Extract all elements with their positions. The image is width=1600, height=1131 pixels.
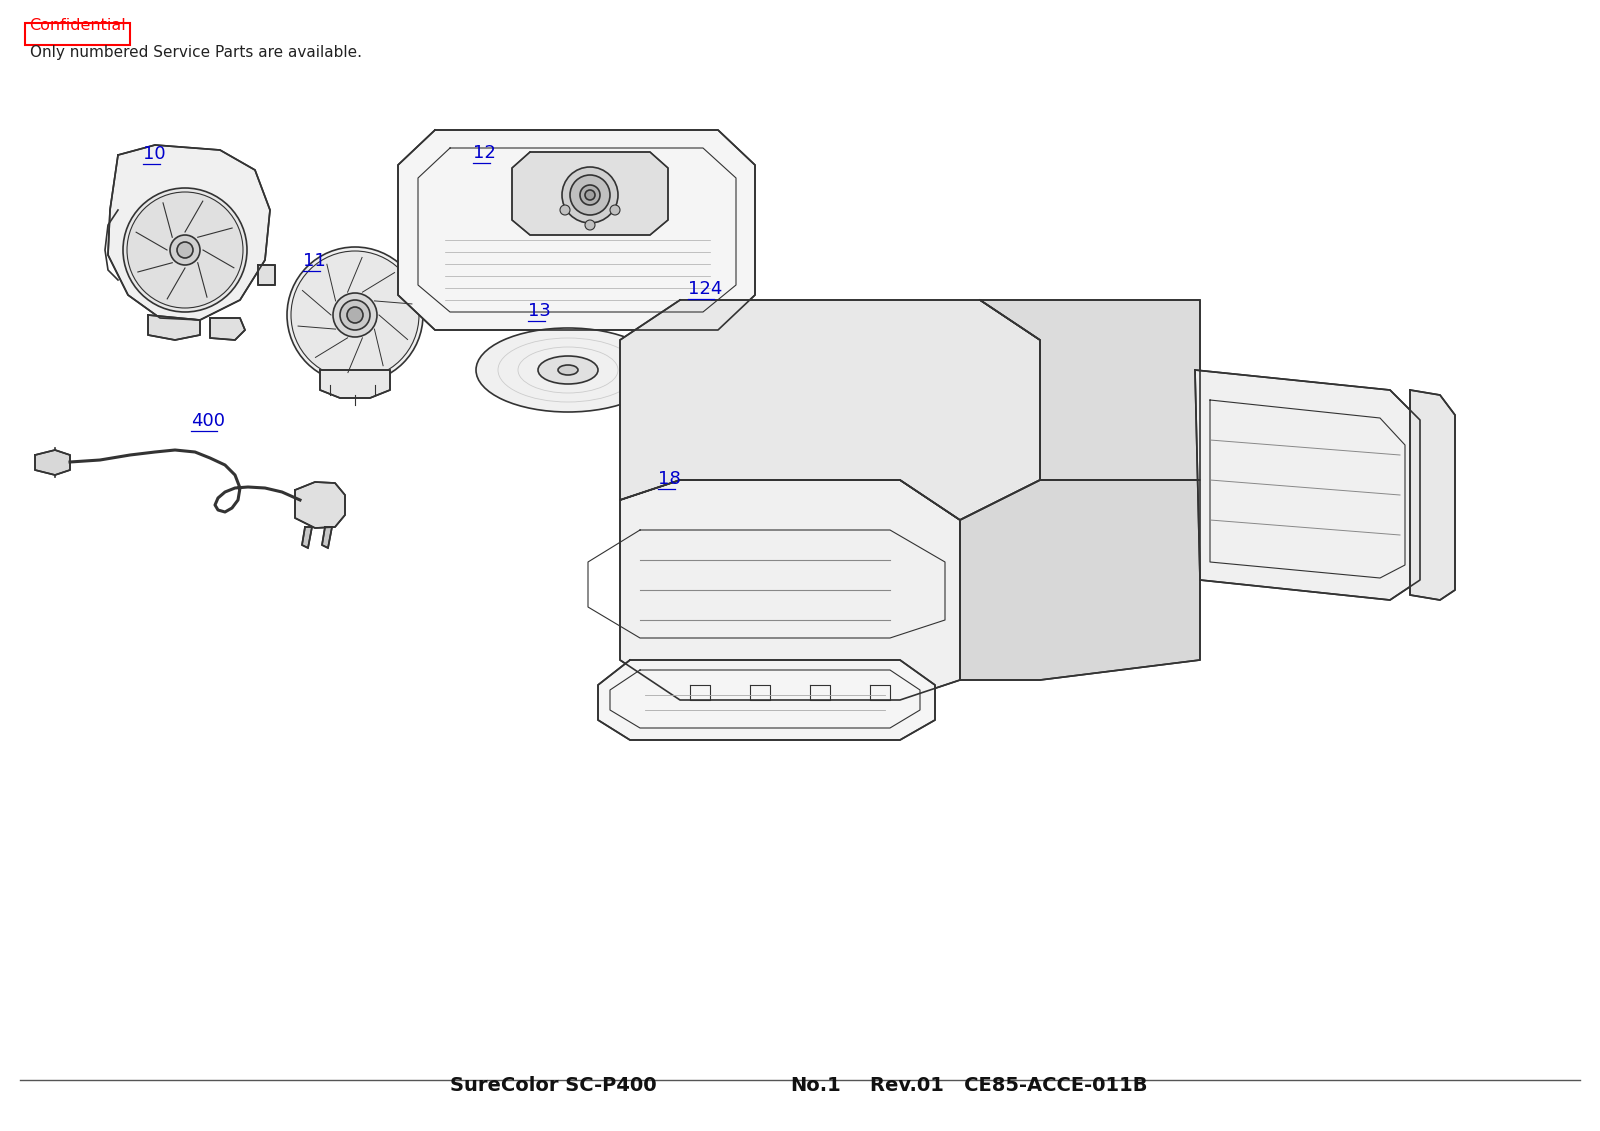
Circle shape: [339, 300, 370, 330]
Polygon shape: [598, 661, 934, 740]
Polygon shape: [750, 685, 770, 700]
Polygon shape: [621, 300, 1040, 520]
Polygon shape: [109, 145, 270, 320]
Ellipse shape: [477, 328, 661, 412]
Circle shape: [610, 205, 621, 215]
Polygon shape: [147, 316, 200, 340]
Polygon shape: [870, 685, 890, 700]
Ellipse shape: [286, 247, 422, 383]
Polygon shape: [322, 527, 333, 549]
Circle shape: [123, 188, 246, 312]
Circle shape: [333, 293, 378, 337]
Circle shape: [586, 190, 595, 200]
Polygon shape: [979, 300, 1200, 480]
Text: 124: 124: [688, 280, 722, 297]
Circle shape: [347, 307, 363, 323]
Text: SureColor SC-P400: SureColor SC-P400: [450, 1076, 656, 1095]
Text: Only numbered Service Parts are available.: Only numbered Service Parts are availabl…: [30, 45, 362, 60]
Text: No.1: No.1: [790, 1076, 840, 1095]
Polygon shape: [398, 130, 755, 330]
Circle shape: [579, 185, 600, 205]
Text: 11: 11: [302, 252, 326, 270]
Polygon shape: [35, 450, 70, 475]
Circle shape: [560, 205, 570, 215]
Polygon shape: [320, 370, 390, 398]
Text: 400: 400: [190, 412, 226, 430]
Text: 18: 18: [658, 470, 680, 487]
Text: 12: 12: [474, 144, 496, 162]
Ellipse shape: [538, 356, 598, 385]
Polygon shape: [960, 480, 1200, 680]
Polygon shape: [1410, 390, 1454, 601]
Polygon shape: [1195, 370, 1421, 601]
Circle shape: [178, 242, 194, 258]
Circle shape: [170, 235, 200, 265]
Polygon shape: [302, 527, 312, 549]
Polygon shape: [210, 318, 245, 340]
FancyBboxPatch shape: [26, 23, 130, 45]
Ellipse shape: [558, 365, 578, 375]
Circle shape: [562, 167, 618, 223]
Polygon shape: [512, 152, 669, 235]
Ellipse shape: [291, 251, 419, 379]
Text: Rev.01   CE85-ACCE-011B: Rev.01 CE85-ACCE-011B: [870, 1076, 1147, 1095]
Polygon shape: [258, 265, 275, 285]
Text: Confidential: Confidential: [30, 18, 126, 33]
Text: 13: 13: [528, 302, 550, 320]
Polygon shape: [621, 480, 960, 700]
Polygon shape: [294, 482, 346, 528]
Text: 10: 10: [142, 145, 166, 163]
Circle shape: [570, 175, 610, 215]
Circle shape: [586, 221, 595, 230]
Polygon shape: [690, 685, 710, 700]
Polygon shape: [810, 685, 830, 700]
Circle shape: [126, 192, 243, 308]
